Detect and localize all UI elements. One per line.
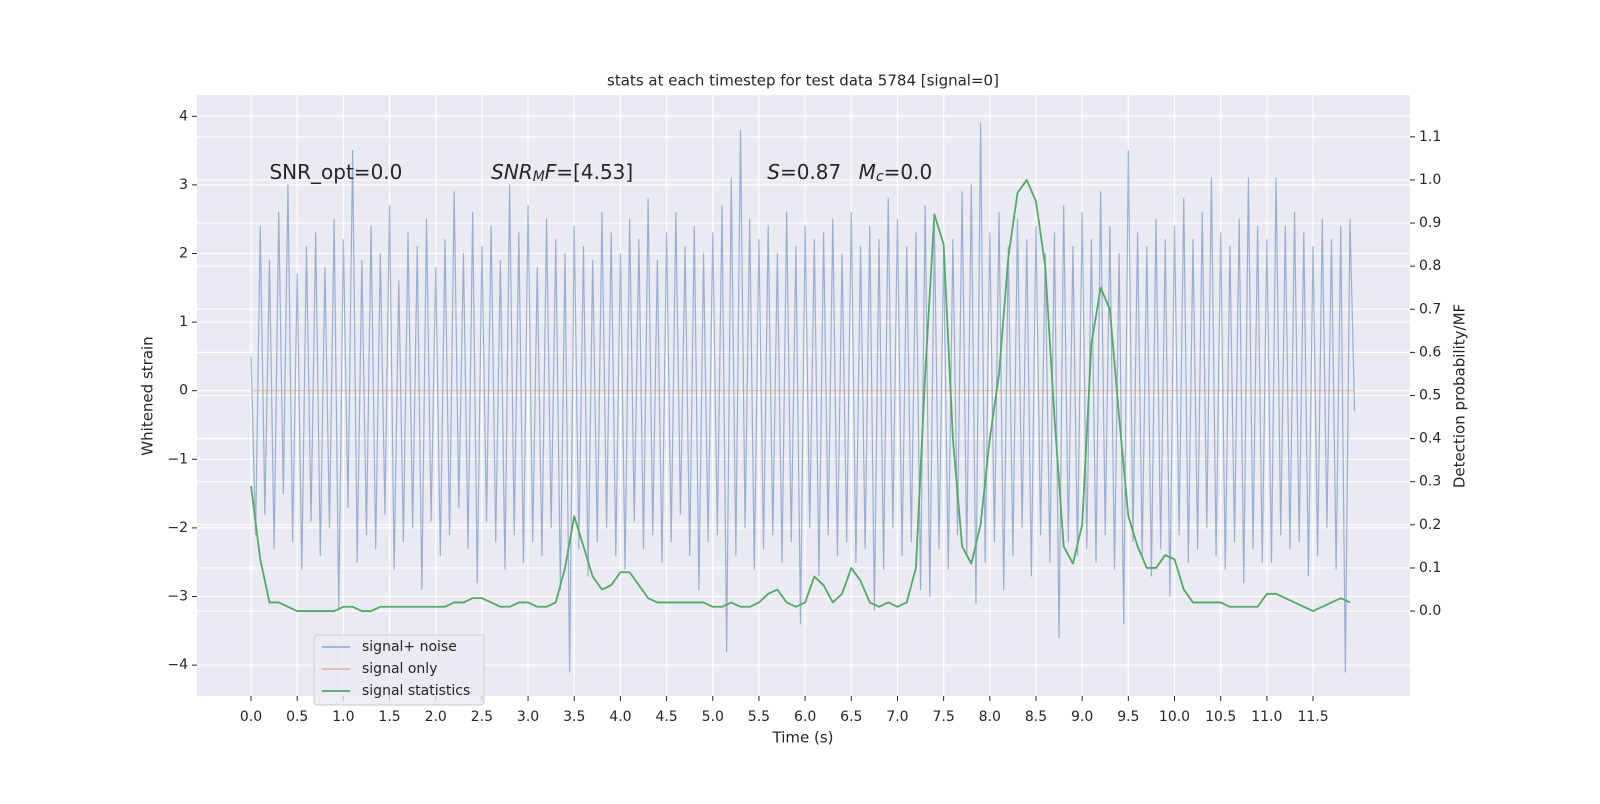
y2-tick-label: 0.7 (1419, 301, 1441, 317)
marks (250, 122, 1356, 673)
y2-tick-label: 0.0 (1419, 603, 1441, 619)
legend-label: signal statistics (362, 683, 470, 699)
annotation: SNRMF=[4.53] (491, 160, 633, 185)
x-tick-label: 2.5 (471, 709, 493, 725)
x-tick-label: 1.5 (378, 709, 400, 725)
y-tick-label: 0 (179, 383, 188, 399)
y-tick-label: 4 (179, 108, 188, 124)
x-tick-label: 7.5 (933, 709, 955, 725)
y2-tick-label: 0.8 (1419, 258, 1441, 274)
x-tick-label: 8.5 (1025, 709, 1047, 725)
annotation: Mc=0.0 (859, 160, 933, 185)
y2-tick-label: 0.4 (1419, 431, 1441, 447)
annotation-part: SNR_opt=0.0 (269, 160, 402, 184)
annotation-part: S (767, 160, 780, 184)
y2-tick-label: 0.9 (1419, 215, 1441, 231)
legend-box (313, 634, 485, 706)
y-tick-label: −4 (167, 657, 188, 673)
y-tick-label: 1 (179, 314, 188, 330)
x-tick-label: 0.5 (286, 709, 308, 725)
y-tick-label: −3 (167, 589, 188, 605)
annotation: S=0.87 (767, 160, 841, 184)
x-tick-label: 9.0 (1071, 709, 1093, 725)
annotation: SNR_opt=0.0 (269, 160, 402, 184)
x-tick-label: 10.0 (1159, 709, 1190, 725)
x-tick-label: 3.0 (517, 709, 539, 725)
y-tick-label: 2 (179, 245, 188, 261)
y-axis-label: Whitened strain (139, 336, 157, 455)
y-tick-label: −1 (167, 451, 188, 467)
x-tick-label: 2.0 (425, 709, 447, 725)
x-tick-label: 11.5 (1297, 709, 1328, 725)
x-tick-label: 7.0 (886, 709, 908, 725)
annotation-part: F (545, 160, 557, 184)
x-tick-label: 1.0 (332, 709, 354, 725)
x-tick-label: 10.5 (1205, 709, 1236, 725)
x-tick-label: 6.5 (840, 709, 862, 725)
legend: signal+ noise signal only signal statistic… (313, 634, 485, 706)
y2-tick-label: 0.1 (1419, 560, 1441, 576)
y-tick-label: 3 (179, 177, 188, 193)
y2-tick-label: 0.3 (1419, 474, 1441, 490)
chart-title: stats at each timestep for test data 578… (607, 72, 999, 90)
x-tick-label: 11.0 (1251, 709, 1282, 725)
series-line (250, 179, 1351, 612)
y2-tick-label: 1.1 (1419, 129, 1441, 145)
x-tick-label: 8.0 (979, 709, 1001, 725)
x-tick-label: 3.5 (563, 709, 585, 725)
y2-axis-label: Detection probability/MF (1451, 304, 1469, 488)
y2-tick-label: 0.5 (1419, 388, 1441, 404)
x-tick-label: 6.0 (794, 709, 816, 725)
x-tick-label: 4.5 (655, 709, 677, 725)
legend-label: signal only (362, 661, 437, 677)
grid (197, 95, 1410, 696)
x-tick-label: 9.5 (1117, 709, 1139, 725)
annotation-part: c (876, 169, 884, 185)
annotation-part: =[4.53] (556, 160, 633, 184)
legend-label: signal+ noise (362, 639, 457, 655)
x-tick-label: 0.0 (240, 709, 262, 725)
y2-tick-label: 0.2 (1419, 517, 1441, 533)
x-tick-label: 4.0 (609, 709, 631, 725)
annotation-part: =0.0 (884, 160, 933, 184)
annotation-part: M (533, 169, 545, 185)
series-line (250, 122, 1356, 673)
annotation-part: =0.87 (780, 160, 841, 184)
annotation-part: SNR (491, 160, 533, 184)
x-tick-label: 5.0 (702, 709, 724, 725)
y2-tick-label: 0.6 (1419, 344, 1441, 360)
x-tick-label: 5.5 (748, 709, 770, 725)
y2-tick-label: 1.0 (1419, 172, 1441, 188)
annotation-part: M (859, 160, 876, 184)
y-tick-label: −2 (167, 520, 188, 536)
x-axis-label: Time (s) (772, 729, 834, 747)
